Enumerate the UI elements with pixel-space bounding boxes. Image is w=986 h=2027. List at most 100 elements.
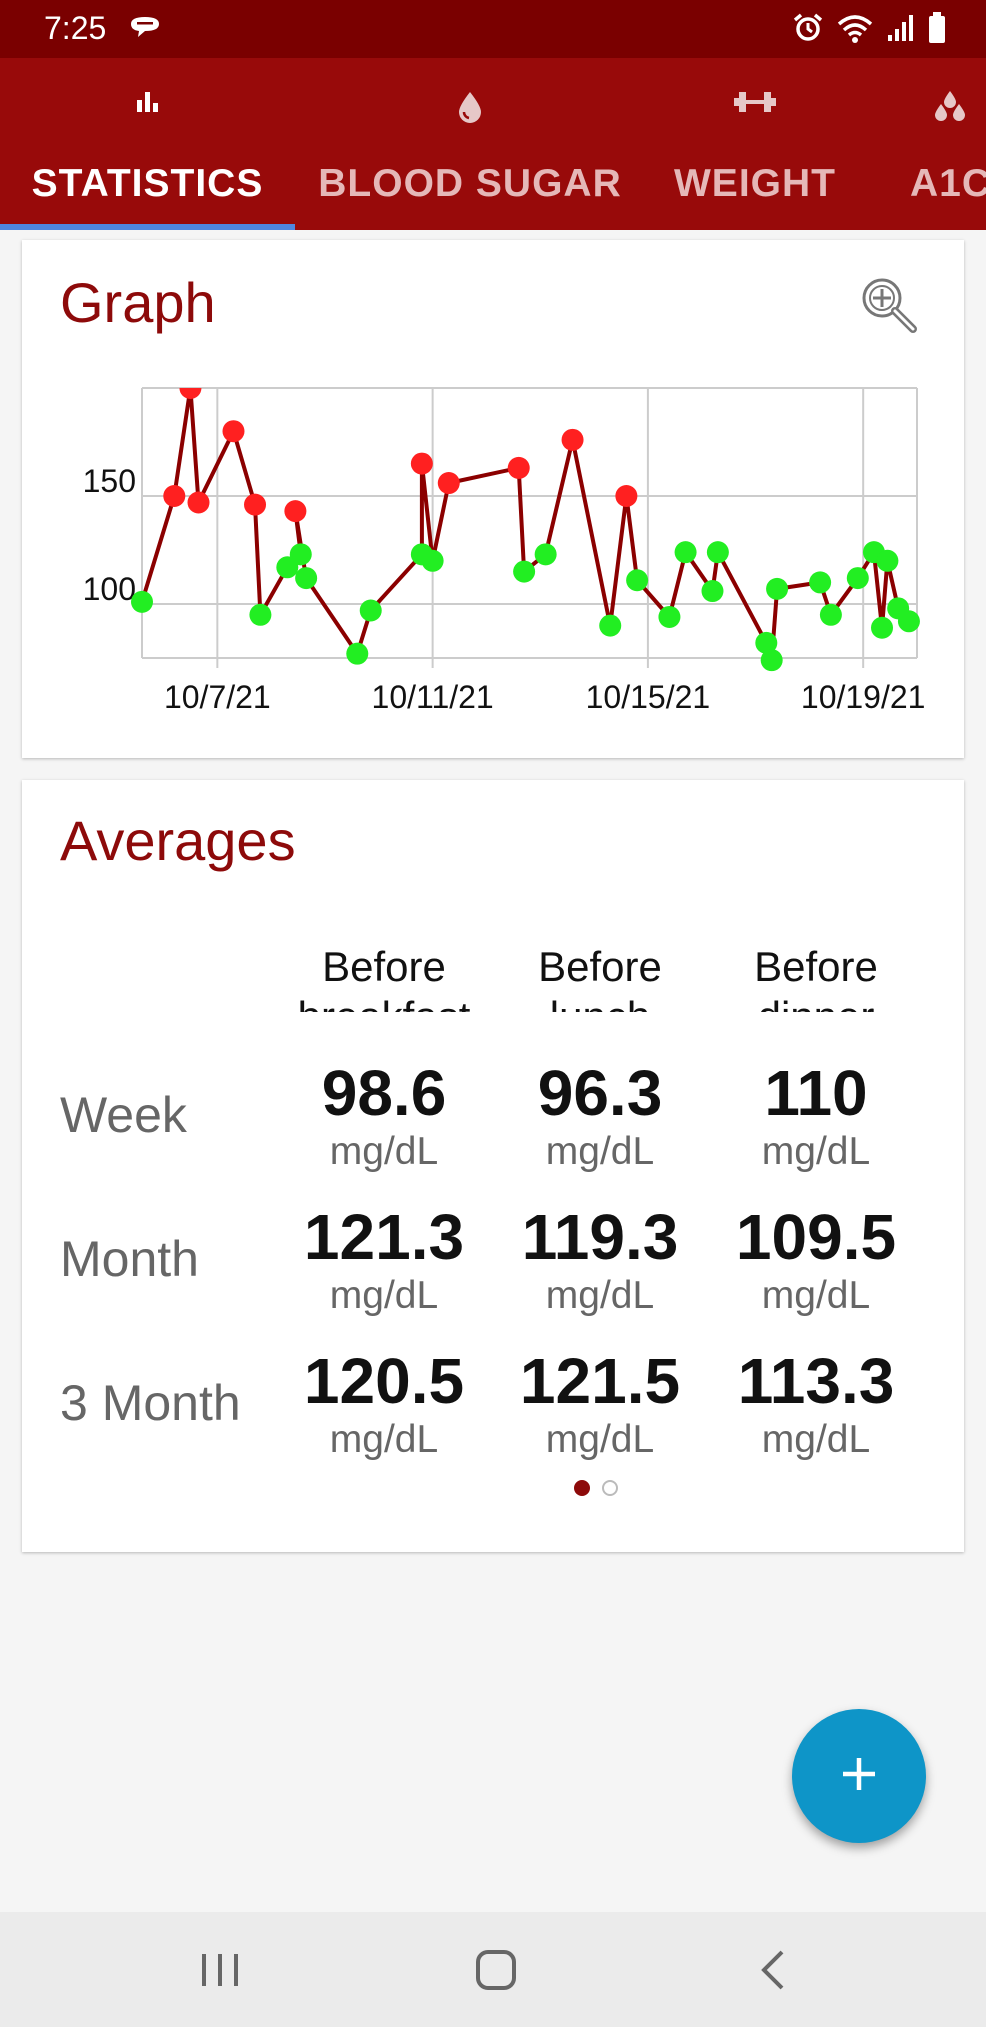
normal-reading-point	[809, 571, 832, 594]
system-nav-bar	[0, 1912, 986, 2027]
normal-reading-point	[658, 605, 681, 628]
y-tick-label: 150	[83, 463, 136, 499]
normal-reading-point	[766, 577, 789, 600]
normal-reading-point	[131, 590, 153, 613]
normal-reading-point	[674, 541, 697, 564]
page-indicator-dot-active[interactable]	[574, 1480, 590, 1496]
unit-label: mg/dL	[329, 1418, 439, 1461]
week-before-dinner-value: 110	[764, 1057, 868, 1129]
y-tick-label: 100	[83, 571, 136, 607]
month-before-breakfast-value: 121.3	[303, 1201, 465, 1273]
tab-blood-sugar[interactable]: BLOOD SUGAR	[295, 58, 645, 230]
tab-bar: STATISTICS BLOOD SUGAR WEIGHT A1C	[0, 58, 986, 230]
high-reading-point	[561, 428, 584, 451]
status-time: 7:25	[44, 10, 107, 46]
selected-tab-indicator	[0, 224, 295, 230]
column-header-before-lunch: Before lunch	[538, 943, 662, 1012]
unit-label: mg/dL	[761, 1418, 871, 1461]
unit-label: mg/dL	[545, 1274, 655, 1317]
tab-blood-sugar-label: BLOOD SUGAR	[318, 162, 622, 205]
zoom-in-icon[interactable]	[856, 272, 926, 342]
high-reading-point	[410, 452, 433, 475]
tab-a1c-label: A1C	[910, 162, 986, 205]
normal-reading-point	[897, 610, 920, 633]
3-month-before-dinner-value: 113.3	[737, 1345, 895, 1417]
normal-reading-point	[876, 549, 899, 572]
add-entry-button[interactable]	[792, 1709, 926, 1843]
normal-reading-point	[701, 580, 724, 603]
high-reading-point	[437, 472, 460, 495]
column-header-before-breakfast: Before breakfast	[298, 943, 471, 1012]
unit-label: mg/dL	[329, 1274, 439, 1317]
normal-reading-point	[846, 567, 869, 590]
x-tick-label: 10/11/21	[372, 679, 494, 715]
normal-reading-point	[359, 599, 382, 622]
row-label-3-month: 3 Month	[60, 1375, 241, 1431]
high-reading-point	[163, 485, 186, 507]
home-icon[interactable]	[466, 1948, 526, 1992]
x-tick-label: 10/7/21	[164, 679, 271, 715]
unit-label: mg/dL	[545, 1418, 655, 1461]
high-reading-point	[284, 500, 307, 523]
unit-label: mg/dL	[761, 1274, 871, 1317]
wifi-icon	[836, 12, 874, 49]
unit-label: mg/dL	[545, 1130, 655, 1173]
normal-reading-point	[626, 569, 649, 592]
high-reading-point	[187, 491, 210, 514]
column-header-before-dinner: Before dinner	[754, 943, 878, 1012]
graph-card: Graph 200 150 100 10/7/21 10/11/21 10/15/21 10…	[22, 240, 964, 758]
3-month-before-lunch-value: 121.5	[519, 1345, 681, 1417]
tab-statistics-label: STATISTICS	[31, 162, 264, 205]
x-tick-label: 10/15/21	[586, 679, 711, 715]
week-before-breakfast-value: 98.6	[321, 1057, 447, 1129]
normal-reading-point	[513, 560, 536, 583]
high-reading-point	[244, 493, 267, 516]
high-reading-point	[179, 388, 202, 399]
row-label-week: Week	[60, 1087, 187, 1143]
high-reading-point	[222, 420, 245, 443]
month-before-dinner-value: 109.5	[735, 1201, 897, 1273]
back-icon[interactable]	[744, 1948, 804, 1992]
recents-icon[interactable]	[190, 1948, 250, 1992]
normal-reading-point	[295, 567, 318, 590]
normal-reading-point	[599, 614, 622, 637]
bar-chart-icon	[135, 90, 161, 117]
plus-icon	[839, 1754, 879, 1799]
3-month-before-breakfast-value: 120.5	[303, 1345, 465, 1417]
tab-weight-label: WEIGHT	[674, 162, 836, 205]
blood-sugar-chart[interactable]: 200 150 100 10/7/21 10/11/21 10/15/21 10/19/21	[22, 240, 964, 758]
normal-reading-point	[534, 543, 557, 566]
drops-icon	[933, 90, 967, 129]
x-tick-label: 10/19/21	[801, 679, 926, 715]
message-icon	[128, 14, 162, 45]
averages-title: Averages	[60, 809, 296, 872]
normal-reading-point	[421, 549, 444, 572]
week-before-lunch-value: 96.3	[537, 1057, 663, 1129]
dumbbell-icon	[734, 90, 776, 119]
tab-statistics[interactable]: STATISTICS	[0, 58, 295, 230]
tab-weight[interactable]: WEIGHT	[645, 58, 865, 230]
normal-reading-point	[760, 649, 783, 672]
high-reading-point	[507, 456, 530, 479]
normal-reading-point	[871, 616, 894, 639]
normal-reading-point	[346, 642, 369, 665]
unit-label: mg/dL	[761, 1130, 871, 1173]
high-reading-point	[615, 485, 638, 507]
graph-title: Graph	[60, 271, 216, 334]
drop-icon	[457, 90, 483, 129]
unit-label: mg/dL	[329, 1130, 439, 1173]
normal-reading-point	[755, 631, 778, 654]
normal-reading-point	[289, 543, 312, 566]
status-bar: 7:25	[0, 0, 986, 58]
normal-reading-point	[706, 541, 729, 564]
month-before-lunch-value: 119.3	[521, 1201, 679, 1273]
battery-icon	[928, 12, 946, 49]
page-indicator-dot[interactable]	[602, 1480, 618, 1496]
y-tick-label: 200	[83, 355, 136, 391]
normal-reading-point	[819, 603, 842, 626]
alarm-icon	[792, 12, 824, 49]
tab-a1c[interactable]: A1C	[880, 58, 986, 230]
normal-reading-point	[249, 603, 272, 626]
row-label-month: Month	[60, 1231, 199, 1287]
signal-icon	[886, 13, 916, 48]
